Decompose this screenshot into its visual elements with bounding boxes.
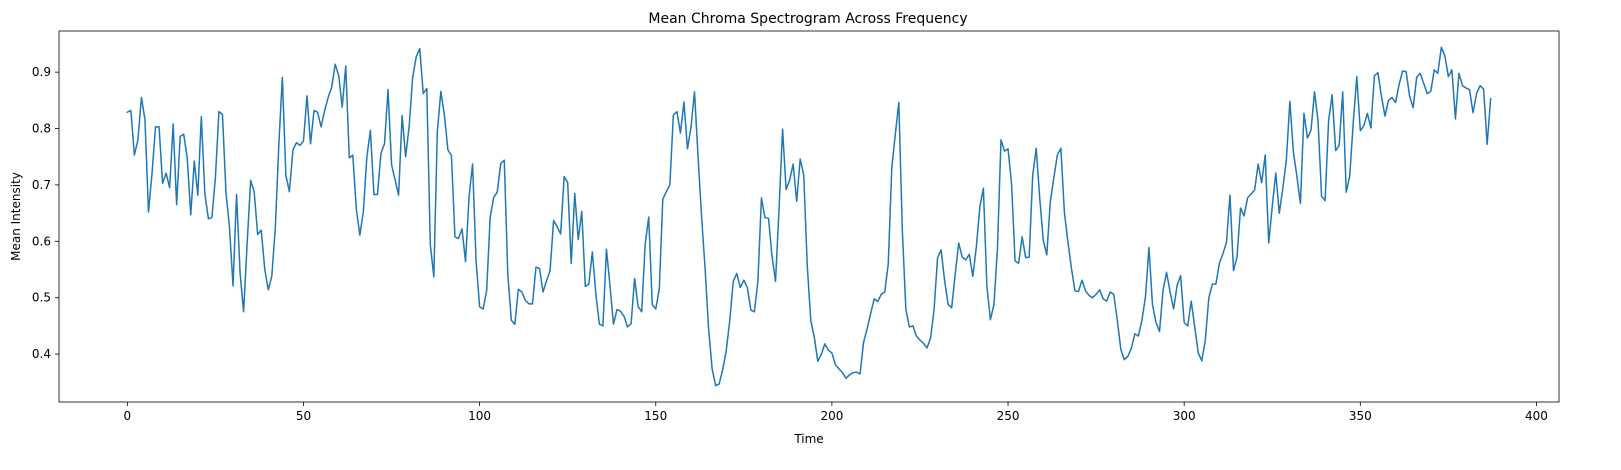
y-tick-label: 0.5 xyxy=(32,291,51,305)
x-axis-label: Time xyxy=(793,432,823,446)
x-tick-label: 50 xyxy=(296,409,311,423)
plot-area xyxy=(126,46,1492,387)
x-tick-label: 300 xyxy=(1173,409,1196,423)
y-tick-label: 0.8 xyxy=(32,122,51,136)
x-tick-label: 200 xyxy=(820,409,843,423)
x-tick-label: 0 xyxy=(124,409,132,423)
chart-title: Mean Chroma Spectrogram Across Frequency xyxy=(648,11,967,27)
y-axis-label: Mean Intensity xyxy=(9,172,23,261)
x-tick-label: 250 xyxy=(997,409,1020,423)
y-axis: 0.4 0.5 0.6 0.7 0.8 0.9 xyxy=(32,65,59,361)
y-tick-label: 0.6 xyxy=(32,234,51,248)
x-tick-label: 150 xyxy=(644,409,667,423)
series-line-0 xyxy=(126,46,1492,387)
y-tick-label: 0.4 xyxy=(32,347,51,361)
x-axis: 0 50 100 150 200 250 300 350 400 xyxy=(124,402,1548,423)
x-tick-label: 100 xyxy=(468,409,491,423)
y-tick-label: 0.7 xyxy=(32,178,51,192)
y-tick-label: 0.9 xyxy=(32,65,51,79)
x-tick-label: 350 xyxy=(1349,409,1372,423)
x-tick-label: 400 xyxy=(1525,409,1548,423)
axes-frame xyxy=(58,30,1560,403)
